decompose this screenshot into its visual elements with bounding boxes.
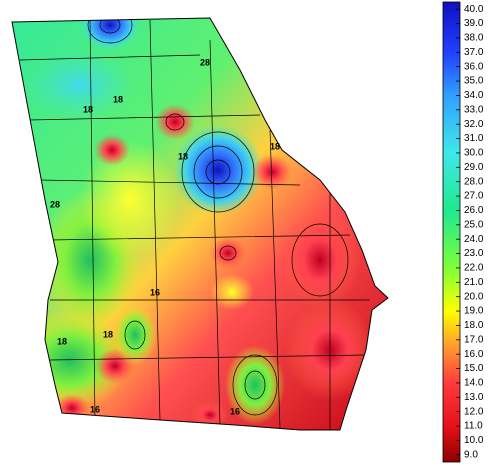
- colorbar-tick-label: 40.0: [464, 4, 484, 15]
- colorbar-tick-label: 30.0: [464, 148, 484, 159]
- colorbar-tick-label: 14.0: [464, 378, 484, 389]
- colorbar-tick-label: 35.0: [464, 76, 484, 87]
- colorbar-tick-label: 29.0: [464, 162, 484, 173]
- colorbar: [442, 1, 461, 463]
- contour-label: 18: [103, 329, 113, 339]
- state-outline: [11, 17, 389, 431]
- contour-label: 16: [230, 406, 240, 416]
- contour-label: 18: [57, 336, 67, 346]
- contour-label: 18: [178, 151, 188, 161]
- colorbar-tick-label: 15.0: [464, 363, 484, 374]
- colorbar-tick-label: 37.0: [464, 47, 484, 58]
- colorbar-tick-label: 39.0: [464, 18, 484, 29]
- colorbar-tick-label: 13.0: [464, 392, 484, 403]
- contour-label: 18: [83, 104, 93, 114]
- contour-label: 16: [90, 404, 100, 414]
- colorbar-tick-label: 27.0: [464, 191, 484, 202]
- colorbar-tick-label: 23.0: [464, 248, 484, 259]
- colorbar-tick-label: 38.0: [464, 33, 484, 44]
- colorbar-tick-label: 25.0: [464, 219, 484, 230]
- colorbar-tick-label: 34.0: [464, 90, 484, 101]
- colorbar-tick-label: 18.0: [464, 320, 484, 331]
- colorbar-tick-label: 24.0: [464, 234, 484, 245]
- colorbar-tick-label: 26.0: [464, 205, 484, 216]
- contour-label: 18: [270, 141, 280, 151]
- colorbar-tick-label: 32.0: [464, 119, 484, 130]
- colorbar-tick-label: 19.0: [464, 306, 484, 317]
- colorbar-tick-label: 12.0: [464, 406, 484, 417]
- contour-label: 18: [113, 94, 123, 104]
- colorbar-tick-label: 11.0: [464, 421, 483, 432]
- contour-label: 28: [50, 199, 60, 209]
- colorbar-tick-label: 28.0: [464, 176, 484, 187]
- colorbar-tick-label: 33.0: [464, 104, 484, 115]
- colorbar-tick-label: 31.0: [464, 133, 484, 144]
- contour-label: 28: [200, 57, 210, 67]
- colorbar-tick-label: 17.0: [464, 334, 484, 345]
- colorbar-tick-label: 16.0: [464, 349, 484, 360]
- colorbar-tick-label: 22.0: [464, 263, 484, 274]
- colorbar-tick-label: 20.0: [464, 291, 484, 302]
- colorbar-tick-label: 9.0: [464, 449, 478, 460]
- colorbar-tick-label: 21.0: [464, 277, 484, 288]
- colorbar-tick-label: 10.0: [464, 435, 484, 446]
- contour-label: 16: [150, 287, 160, 297]
- colorbar-tick-label: 36.0: [464, 61, 484, 72]
